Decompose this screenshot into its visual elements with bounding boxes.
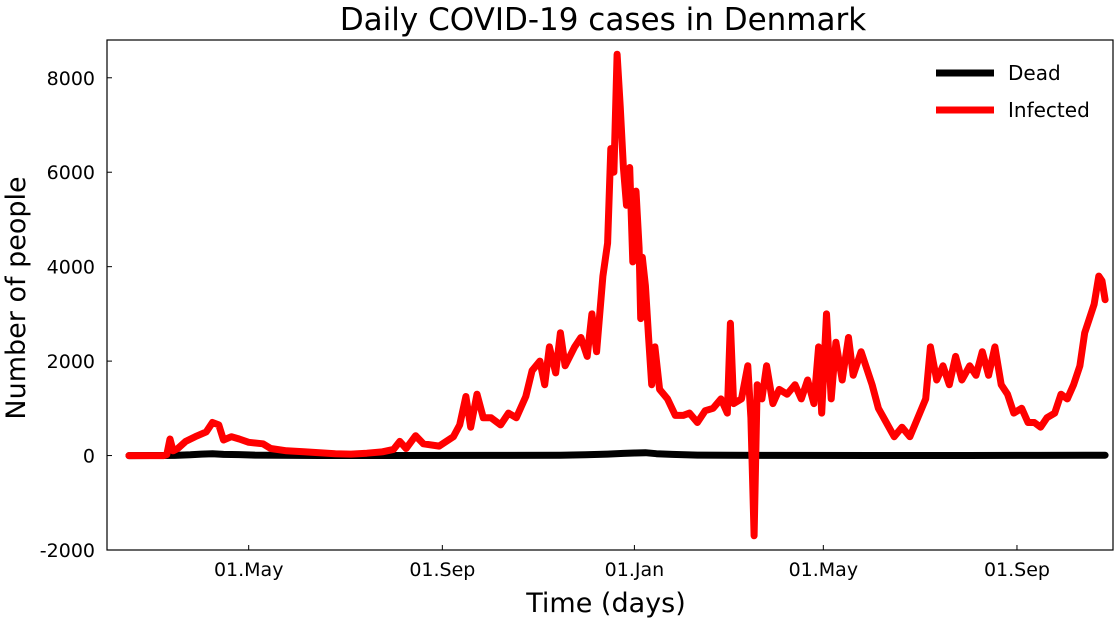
x-tick-label: 01.Jan bbox=[605, 559, 665, 581]
legend-dead-label: Dead bbox=[1008, 61, 1061, 85]
legend-infected-label: Infected bbox=[1008, 98, 1090, 122]
plot-frame bbox=[106, 39, 1114, 551]
tick-layer: 01.May 01.Sep 01.Jan 01.May 01.Sep -2000 0 2000… bbox=[40, 68, 1050, 581]
y-tick-label: -2000 bbox=[40, 540, 95, 562]
series-line-infected bbox=[125, 50, 1109, 540]
y-tick-label: 8000 bbox=[47, 68, 95, 90]
y-tick-label: 2000 bbox=[47, 351, 95, 373]
y-tick-label: 6000 bbox=[47, 162, 95, 184]
series-line-dead bbox=[125, 449, 1109, 460]
x-tick-label: 01.Sep bbox=[409, 559, 475, 581]
series-layer bbox=[125, 50, 1109, 540]
x-tick-label: 01.May bbox=[789, 559, 859, 581]
y-tick-label: 4000 bbox=[47, 257, 95, 279]
y-axis-label: Number of people bbox=[1, 176, 32, 419]
legend: Dead Infected bbox=[936, 61, 1090, 122]
y-tick-label: 0 bbox=[83, 446, 95, 468]
x-axis-label: Time (days) bbox=[525, 588, 685, 619]
chart-title: Daily COVID-19 cases in Denmark bbox=[340, 2, 866, 38]
x-tick-label: 01.May bbox=[214, 559, 284, 581]
x-tick-label: 01.Sep bbox=[984, 559, 1050, 581]
